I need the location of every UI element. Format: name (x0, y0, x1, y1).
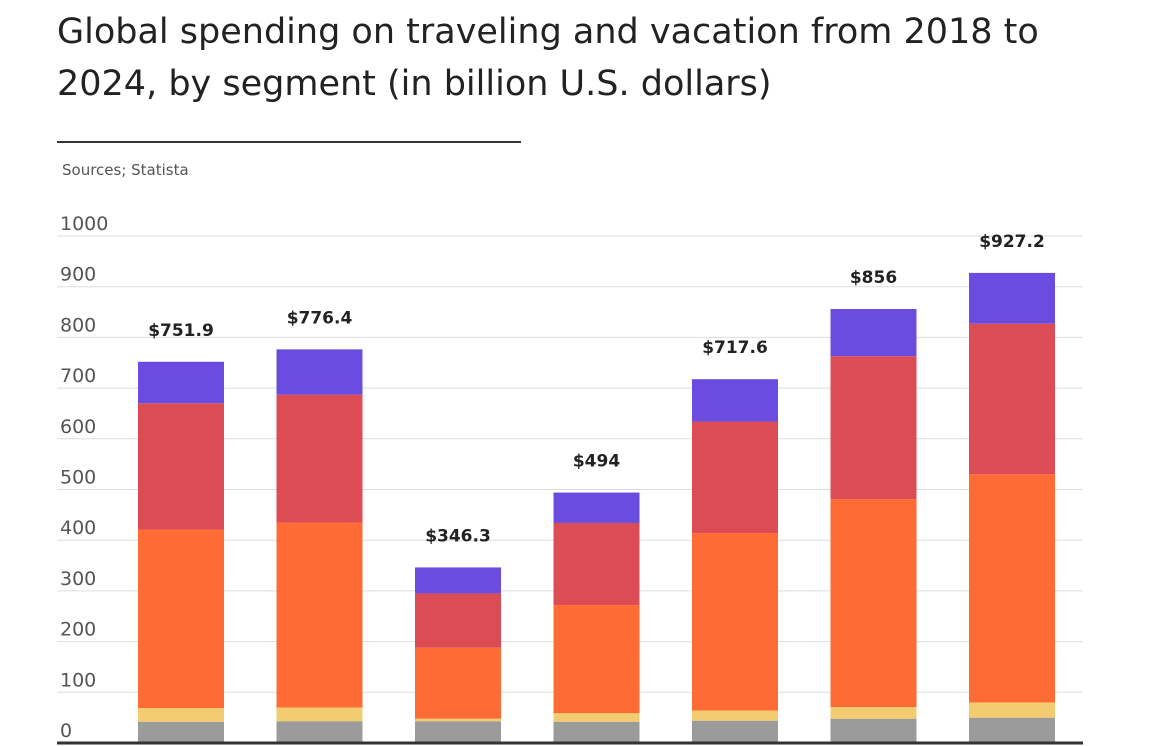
bar-segment-5 (692, 379, 778, 422)
bar-segment-3 (415, 647, 501, 719)
bar-segment-2 (276, 707, 363, 722)
bar-segment-4 (138, 403, 224, 530)
bar-segment-4 (830, 356, 917, 500)
bar-segment-1 (830, 718, 917, 743)
bar-segment-4 (415, 593, 501, 648)
y-tick-label: 300 (60, 568, 96, 590)
bar-segment-3 (692, 533, 778, 711)
bar-segment-1 (553, 721, 640, 743)
title-divider (57, 141, 521, 143)
bar-segment-5 (969, 272, 1055, 324)
bar-segment-2 (692, 710, 778, 721)
source-note: Sources; Statista (62, 161, 189, 179)
y-tick-label: 500 (60, 467, 96, 489)
bar-segment-1 (692, 720, 778, 743)
bar-segment-3 (276, 522, 363, 708)
total-data-label: $927.2 (979, 232, 1045, 252)
y-tick-label: 700 (60, 365, 96, 387)
total-data-label: $346.3 (425, 526, 491, 546)
y-tick-label: 200 (60, 619, 96, 641)
bar-segment-2 (415, 718, 501, 722)
bar-segment-4 (276, 394, 363, 523)
bar-segment-1 (969, 717, 1055, 743)
bar-segment-5 (138, 361, 224, 404)
y-tick-label: 800 (60, 314, 96, 336)
bar-segment-5 (553, 492, 640, 523)
y-tick-label: 600 (60, 416, 96, 438)
bar-segment-4 (969, 323, 1055, 475)
data-labels: $751.9 $776.4 $346.3 $494 $717.6 $856 $927.2 (148, 232, 1045, 547)
bar-segment-2 (138, 708, 224, 722)
bar-segment-3 (553, 605, 640, 714)
total-data-label: $856 (850, 268, 897, 288)
bar-segment-4 (692, 421, 778, 534)
y-tick-label: 400 (60, 517, 96, 539)
total-data-label: $751.9 (148, 321, 214, 341)
total-data-label: $717.6 (702, 338, 768, 358)
y-tick-label: 0 (60, 720, 72, 742)
bar-segment-5 (830, 309, 917, 357)
bar-segment-1 (276, 721, 363, 743)
bar-segment-1 (138, 721, 224, 743)
bar-segment-2 (830, 707, 917, 719)
bar-segment-3 (969, 474, 1055, 703)
total-data-label: $494 (573, 452, 620, 472)
bar-segment-1 (415, 721, 501, 743)
bar-segment-5 (276, 349, 363, 395)
bar-segment-5 (415, 567, 501, 594)
bar-segment-3 (138, 529, 224, 709)
bars (138, 272, 1055, 743)
bar-segment-2 (553, 713, 640, 722)
bar-segment-2 (969, 702, 1055, 718)
bar-segment-4 (553, 522, 640, 606)
bar-segment-3 (830, 499, 917, 708)
total-data-label: $776.4 (287, 308, 353, 328)
y-tick-label: 900 (60, 264, 96, 286)
chart-title: Global spending on traveling and vacatio… (57, 12, 1039, 104)
y-axis: 0 100 200 300 400 500 600 700 800 900 1000 (60, 213, 108, 742)
y-tick-label: 100 (60, 669, 96, 691)
y-tick-label: 1000 (60, 213, 108, 235)
